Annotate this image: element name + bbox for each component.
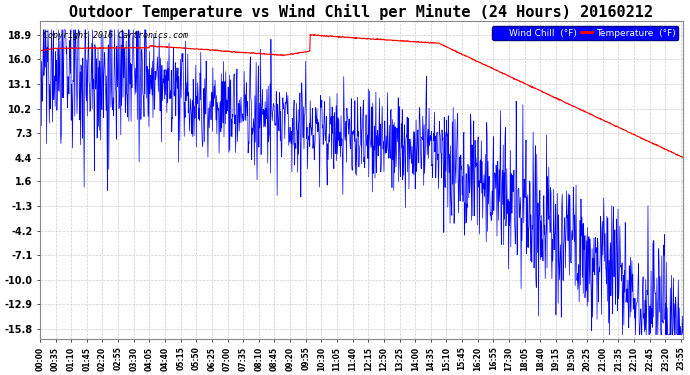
Text: Copyright 2016 Cartronics.com: Copyright 2016 Cartronics.com xyxy=(43,31,188,40)
Legend: Wind Chill  (°F), Temperature  (°F): Wind Chill (°F), Temperature (°F) xyxy=(492,26,678,40)
Title: Outdoor Temperature vs Wind Chill per Minute (24 Hours) 20160212: Outdoor Temperature vs Wind Chill per Mi… xyxy=(70,4,653,20)
